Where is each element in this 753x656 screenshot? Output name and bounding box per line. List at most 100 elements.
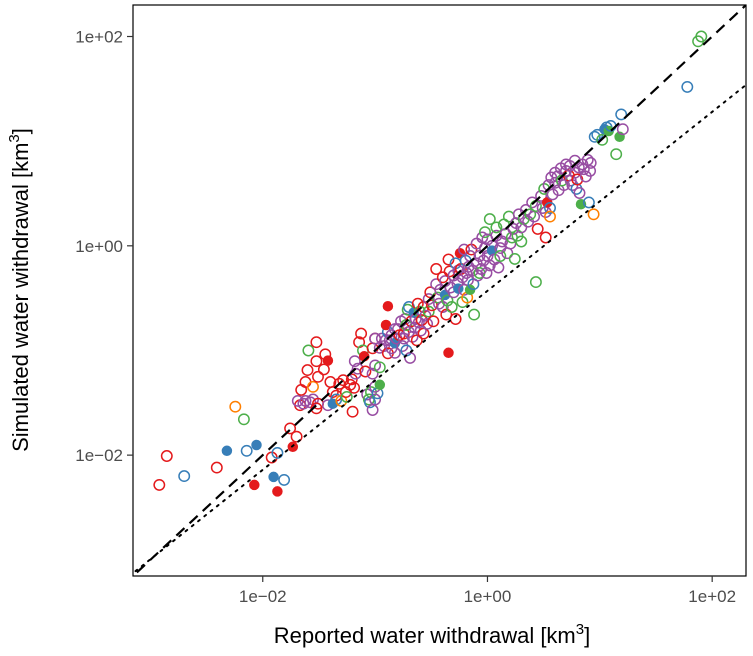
data-point bbox=[340, 390, 353, 403]
data-point bbox=[272, 486, 283, 497]
data-point bbox=[422, 293, 435, 306]
data-point bbox=[299, 376, 312, 388]
x-tick-label: 1e+02 bbox=[688, 587, 736, 606]
data-point bbox=[443, 265, 456, 278]
data-point bbox=[531, 222, 544, 235]
data-point bbox=[504, 237, 517, 250]
data-point bbox=[271, 446, 284, 459]
data-point bbox=[374, 379, 386, 391]
data-point bbox=[515, 235, 528, 248]
data-point bbox=[458, 243, 471, 256]
x-axis-title-text: Reported water withdrawal [km bbox=[274, 623, 576, 648]
data-point bbox=[178, 470, 191, 483]
data-point bbox=[452, 264, 465, 277]
data-point bbox=[240, 444, 253, 457]
data-point bbox=[443, 347, 454, 359]
x-axis-title-close: ] bbox=[584, 623, 590, 648]
data-point bbox=[430, 263, 443, 275]
data-point bbox=[584, 164, 597, 177]
data-point bbox=[326, 386, 339, 399]
x-tick-label: 1e+00 bbox=[464, 587, 512, 606]
data-point bbox=[249, 479, 260, 491]
data-point bbox=[284, 422, 297, 435]
y-axis-title-exponent: 3 bbox=[6, 134, 23, 142]
data-point bbox=[427, 315, 440, 328]
data-point bbox=[479, 226, 491, 239]
data-point bbox=[348, 381, 361, 394]
data-point bbox=[295, 383, 308, 396]
data-point bbox=[312, 370, 324, 383]
data-point bbox=[573, 187, 586, 199]
data-point bbox=[268, 471, 279, 483]
data-point bbox=[588, 130, 601, 143]
x-tick-label: 1e−02 bbox=[239, 587, 287, 606]
data-point bbox=[581, 154, 594, 166]
data-point bbox=[421, 317, 434, 330]
data-point bbox=[483, 213, 496, 226]
data-point bbox=[301, 364, 314, 377]
x-axis-title-exponent: 3 bbox=[576, 621, 584, 638]
data-point bbox=[404, 351, 417, 364]
data-point bbox=[317, 363, 330, 376]
data-point bbox=[221, 445, 233, 457]
data-point bbox=[346, 405, 359, 418]
data-point bbox=[572, 161, 585, 174]
plot-panel-border bbox=[132, 4, 747, 577]
data-point bbox=[322, 355, 334, 366]
data-point bbox=[460, 267, 473, 279]
data-point bbox=[251, 439, 262, 451]
data-point bbox=[366, 367, 379, 380]
data-point bbox=[411, 297, 424, 310]
data-point bbox=[310, 336, 323, 349]
data-point bbox=[291, 394, 304, 407]
data-point bbox=[297, 397, 310, 410]
data-point bbox=[490, 221, 503, 234]
data-point bbox=[153, 478, 166, 491]
data-point bbox=[369, 393, 382, 406]
identity-dashed-line bbox=[133, 5, 746, 576]
data-point bbox=[351, 362, 364, 375]
data-point bbox=[373, 361, 386, 374]
data-point bbox=[410, 334, 423, 347]
y-axis-title: Simulated water withdrawal [km3] bbox=[6, 128, 33, 452]
data-point bbox=[587, 208, 600, 221]
data-point bbox=[610, 148, 623, 161]
data-point bbox=[382, 300, 394, 312]
data-point bbox=[380, 319, 392, 331]
data-point bbox=[445, 301, 458, 313]
data-point bbox=[307, 380, 319, 393]
data-point bbox=[535, 189, 548, 202]
data-point bbox=[492, 261, 505, 274]
data-point bbox=[501, 247, 514, 260]
data-point bbox=[681, 80, 694, 93]
data-point bbox=[237, 413, 250, 426]
data-point bbox=[229, 400, 242, 413]
y-tick-label: 1e+00 bbox=[75, 237, 123, 256]
data-point bbox=[442, 253, 455, 266]
data-point bbox=[160, 450, 173, 462]
data-point bbox=[449, 313, 462, 325]
data-point bbox=[468, 308, 481, 321]
fit-dotted-line bbox=[133, 83, 746, 575]
data-point bbox=[417, 327, 430, 340]
data-point bbox=[310, 355, 323, 368]
x-axis-title: Reported water withdrawal [km3] bbox=[274, 621, 590, 648]
data-point bbox=[494, 250, 507, 262]
data-point bbox=[615, 108, 628, 121]
data-point bbox=[422, 305, 435, 318]
data-point bbox=[210, 461, 223, 474]
data-point bbox=[355, 327, 368, 340]
data-point bbox=[290, 430, 303, 443]
axis-ticks: 1e−02 1e+00 1e+02 1e−02 1e+00 1e+02 bbox=[75, 28, 736, 606]
y-tick-label: 1e−02 bbox=[75, 446, 123, 465]
data-point bbox=[546, 188, 559, 201]
y-axis-title-text: Simulated water withdrawal [km bbox=[8, 143, 33, 452]
data-point bbox=[582, 196, 595, 209]
data-point bbox=[304, 396, 317, 409]
data-point bbox=[299, 394, 312, 407]
reference-lines bbox=[133, 5, 746, 576]
data-point bbox=[508, 252, 521, 265]
data-point bbox=[302, 344, 315, 357]
data-point bbox=[544, 202, 556, 214]
